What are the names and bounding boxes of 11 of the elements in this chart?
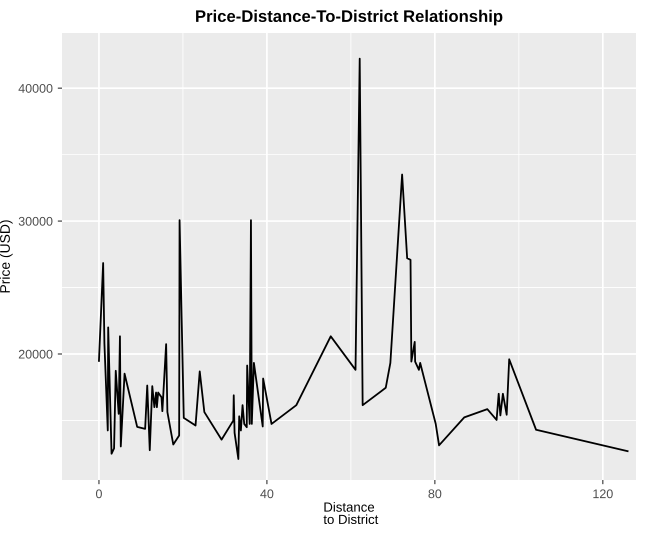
x-tick-label: 80 — [428, 489, 442, 498]
x-tick-label: 0 — [96, 489, 102, 498]
x-tick-label: 40 — [260, 489, 274, 498]
x-axis-title: Distance to District — [324, 502, 378, 524]
x-tick-label: 120 — [593, 489, 613, 498]
chart-title: Price-Distance-To-District Relationship — [196, 10, 502, 26]
y-tick-label: 40000 — [18, 84, 52, 93]
y-tick-label: 20000 — [18, 350, 52, 359]
y-axis-title: Price (USD) — [0, 220, 13, 292]
line-series — [98, 58, 629, 460]
y-tick-label: 30000 — [18, 216, 52, 226]
